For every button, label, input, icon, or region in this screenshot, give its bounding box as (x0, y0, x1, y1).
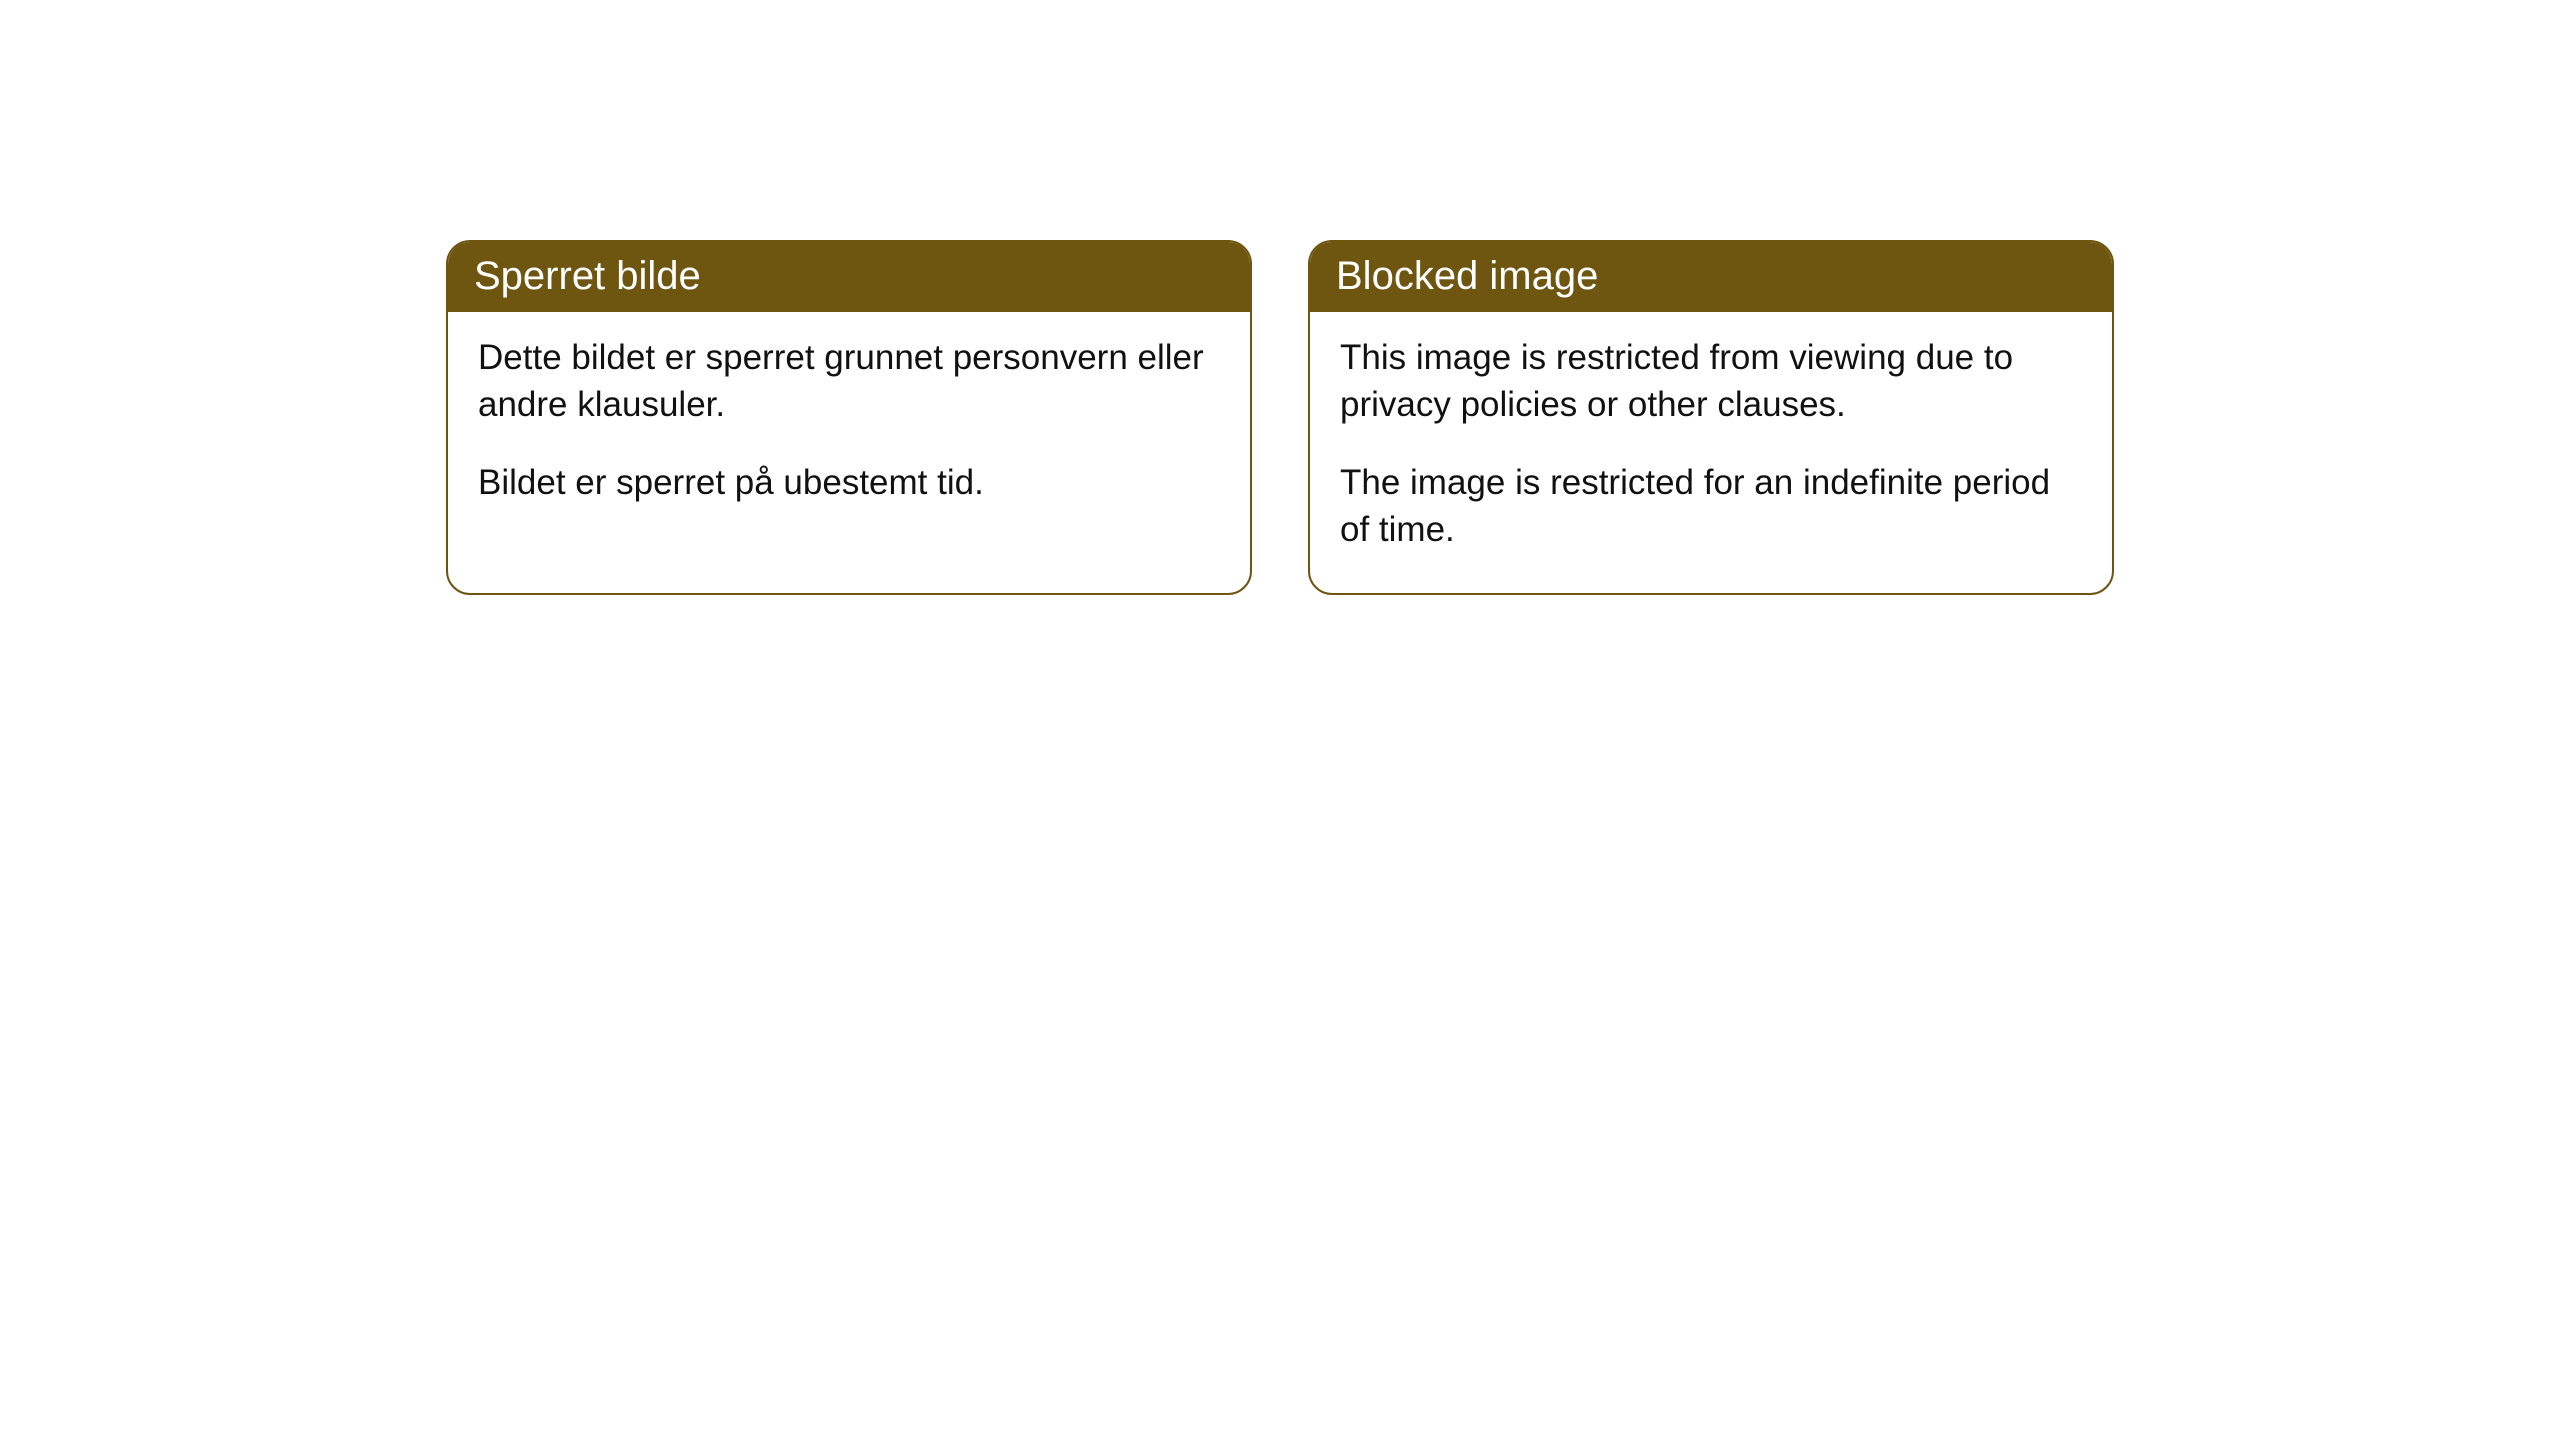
card-header-en: Blocked image (1310, 242, 2112, 312)
card-para1-en: This image is restricted from viewing du… (1340, 334, 2082, 429)
card-para2-en: The image is restricted for an indefinit… (1340, 459, 2082, 554)
card-sperret-bilde: Sperret bilde Dette bildet er sperret gr… (446, 240, 1252, 595)
card-header-no: Sperret bilde (448, 242, 1250, 312)
card-para2-no: Bildet er sperret på ubestemt tid. (478, 459, 1220, 506)
card-body-no: Dette bildet er sperret grunnet personve… (448, 312, 1250, 546)
card-blocked-image: Blocked image This image is restricted f… (1308, 240, 2114, 595)
card-body-en: This image is restricted from viewing du… (1310, 312, 2112, 593)
card-para1-no: Dette bildet er sperret grunnet personve… (478, 334, 1220, 429)
cards-container: Sperret bilde Dette bildet er sperret gr… (0, 240, 2560, 595)
